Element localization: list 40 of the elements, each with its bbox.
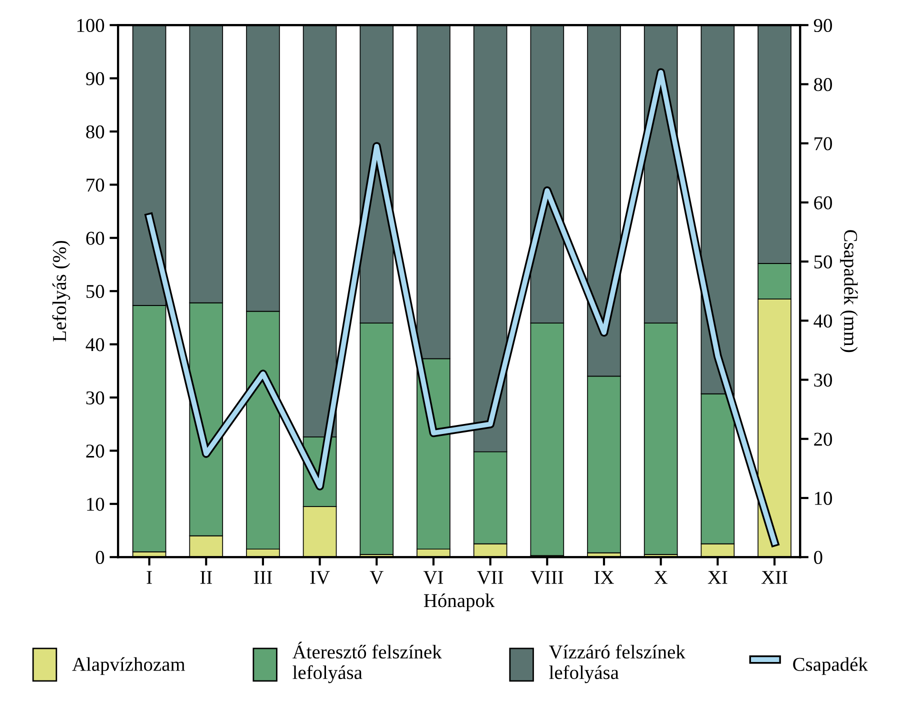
y-tick-label: 20 xyxy=(86,444,104,458)
x-tick-label: II xyxy=(200,571,212,584)
y-tick-label: 10 xyxy=(87,498,104,511)
y2-tick-label: 70 xyxy=(814,137,832,150)
x-tick-label: VIII xyxy=(530,571,564,584)
legend-label: Áteresztő felszínek lefolyása xyxy=(292,642,442,684)
y-tick-label: 90 xyxy=(86,72,104,86)
legend-label: Csapadék xyxy=(793,657,868,675)
y-tick-label: 70 xyxy=(86,178,104,192)
y2-tick-label: 30 xyxy=(814,374,832,387)
y2-tick-label: 60 xyxy=(814,196,832,210)
y-tick-label: 60 xyxy=(86,232,104,245)
y-tick-label: 100 xyxy=(77,18,104,32)
y-tick-label: 40 xyxy=(86,338,104,352)
x-tick-label: IV xyxy=(310,571,330,584)
x-tick-label: XII xyxy=(761,571,788,584)
y2-tick-label: 40 xyxy=(814,314,832,328)
y-tick-label: 50 xyxy=(86,284,104,298)
legend-label: Vízzáró felszínek lefolyása xyxy=(549,644,686,684)
x-tick-label: I xyxy=(146,571,152,584)
x-tick-label: X xyxy=(654,571,668,584)
x-tick-label: VII xyxy=(477,571,504,584)
y2-tick-label: 90 xyxy=(814,18,832,32)
y2-tick-label: 20 xyxy=(814,432,832,446)
y-tick-label: 0 xyxy=(96,550,104,564)
x-tick-label: III xyxy=(254,571,272,584)
y-tick-label: 30 xyxy=(86,391,104,404)
y-tick-label: 80 xyxy=(86,125,104,138)
y2-tick-label: 0 xyxy=(814,550,822,564)
y2-tick-label: 50 xyxy=(814,255,832,268)
y-axis-title: Lefolyás (%) xyxy=(52,240,70,342)
x-tick-label: V xyxy=(370,571,384,584)
x-tick-label: VI xyxy=(423,571,444,584)
x-tick-label: IX xyxy=(594,571,614,584)
legend-label: Alapvízhozam xyxy=(72,657,186,675)
y2-axis-title: Csapadék (mm) xyxy=(840,230,858,352)
x-tick-label: XI xyxy=(708,571,728,584)
y2-tick-label: 80 xyxy=(814,78,832,92)
y2-tick-label: 10 xyxy=(814,492,832,505)
x-axis-title: Hónapok xyxy=(424,593,495,612)
